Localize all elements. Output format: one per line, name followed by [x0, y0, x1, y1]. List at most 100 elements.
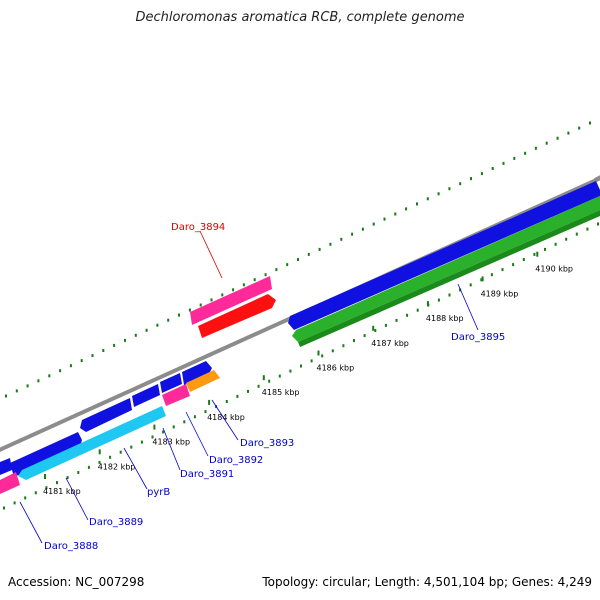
- inner-ring-dot: [45, 486, 48, 490]
- feature-pyrb[interactable]: [18, 406, 166, 480]
- inner-ring-dot: [66, 476, 69, 480]
- feature-forward-3[interactable]: [132, 384, 160, 407]
- feature-forward-1[interactable]: [10, 432, 82, 477]
- reverse-features: [0, 196, 600, 494]
- outer-ring-dot: [372, 222, 375, 226]
- feature-daro-3895-reverse[interactable]: [292, 196, 600, 342]
- kbp-tick: [372, 325, 375, 331]
- inner-ring-dot: [225, 400, 228, 403]
- outer-ring-dot: [361, 227, 364, 231]
- outer-ring-dot: [459, 182, 462, 186]
- inner-ring-dot: [544, 247, 546, 251]
- inner-ring-dot: [459, 288, 462, 292]
- kbp-ticks: [44, 251, 539, 479]
- inner-ring-dot: [597, 222, 599, 226]
- kbp-tick: [536, 251, 539, 257]
- gene-label-daro-3888[interactable]: Daro_3888: [44, 541, 98, 552]
- outer-ring-dot: [59, 369, 62, 373]
- gene-label-daro-3892[interactable]: Daro_3892: [209, 455, 263, 466]
- outer-ring-dot: [589, 121, 591, 125]
- kbp-tick: [208, 399, 211, 405]
- inner-ring-dot: [490, 273, 493, 277]
- gene-label-daro-3894[interactable]: Daro_3894: [171, 222, 225, 233]
- kbp-tick-label: 4184 kbp: [207, 413, 245, 422]
- feature-daro-3895-forward[interactable]: [288, 181, 600, 330]
- outer-ring-dot: [15, 389, 18, 393]
- outer-ring-dot: [502, 161, 505, 165]
- inner-ring-dot: [13, 501, 16, 505]
- inner-ring-dot: [565, 237, 568, 241]
- inner-ring-dot: [331, 349, 334, 353]
- outer-ring-dot: [199, 303, 202, 307]
- feature-daro-3894-highlight[interactable]: [198, 294, 276, 338]
- kbp-tick-label: 4181 kbp: [43, 487, 81, 496]
- inner-ring-dot: [395, 318, 398, 322]
- outer-ring-dot: [318, 247, 321, 251]
- inner-ring-dot: [512, 263, 515, 267]
- inner-ring-dot: [469, 283, 472, 287]
- inner-ring-dot: [586, 227, 589, 231]
- gene-label-daro-3889[interactable]: Daro_3889: [89, 517, 143, 528]
- genome-summary: Topology: circular; Length: 4,501,104 bp…: [262, 575, 592, 589]
- outer-ring-dot: [26, 384, 29, 388]
- outer-ring-dot: [124, 338, 126, 342]
- kbp-tick: [262, 375, 265, 381]
- inner-ring-dot: [236, 394, 239, 398]
- outer-ring-dot: [351, 232, 354, 236]
- kbp-tick-label: 4186 kbp: [317, 364, 355, 373]
- inner-ring-dot: [193, 415, 196, 419]
- outer-dotted-ring: [5, 121, 591, 398]
- kbp-tick-label: 4188 kbp: [426, 314, 464, 323]
- outer-ring-dot: [275, 268, 278, 272]
- feature-daro-3892[interactable]: [186, 370, 220, 392]
- outer-ring-dot: [470, 177, 472, 181]
- inner-ring-dot: [3, 506, 5, 510]
- inner-ring-dot: [56, 481, 58, 485]
- kbp-tick-label: 4182 kbp: [98, 462, 136, 471]
- inner-ring-dot: [34, 491, 37, 495]
- outer-ring-dot: [480, 172, 483, 176]
- feature-daro-3891[interactable]: [162, 384, 190, 406]
- inner-ring-dot: [87, 465, 90, 469]
- outer-ring-dot: [145, 328, 148, 332]
- gene-label-daro-3895[interactable]: Daro_3895: [451, 332, 505, 343]
- outer-ring-dot: [405, 207, 408, 211]
- genome-title: Dechloromonas aromatica RCB, complete ge…: [135, 10, 465, 25]
- outer-ring-dot: [578, 126, 581, 130]
- feature-forward-4[interactable]: [160, 373, 182, 393]
- inner-ring-dot: [310, 359, 313, 363]
- inner-ring-dot: [416, 308, 419, 312]
- feature-forward-edge[interactable]: [0, 458, 12, 475]
- inner-ring-dot: [289, 369, 292, 373]
- outer-ring-dot: [340, 237, 343, 241]
- outer-ring-dot: [188, 308, 191, 312]
- inner-ring-dot: [522, 258, 525, 261]
- outer-ring-dot: [5, 394, 7, 398]
- inner-ring-dot: [448, 293, 451, 297]
- feature-forward-2[interactable]: [80, 398, 132, 432]
- gene-label-daro-3893[interactable]: Daro_3893: [240, 438, 294, 449]
- outer-ring-dot: [426, 197, 429, 201]
- outer-ring-dot: [297, 258, 299, 261]
- feature-reverse-dark[interactable]: [298, 210, 600, 347]
- gene-label-leaders: [19, 230, 479, 544]
- gene-labels: Daro_3894 Daro_3895 Daro_3888 Daro_3889 …: [44, 222, 505, 552]
- kbp-tick-labels: 4181 kbp 4182 kbp 4183 kbp 4184 kbp 4185 kbp…: [43, 265, 573, 496]
- outer-ring-dot: [307, 252, 310, 256]
- outer-ring-dot: [156, 323, 159, 327]
- kbp-tick-label: 4189 kbp: [481, 289, 519, 298]
- inner-dotted-ring: [3, 222, 599, 510]
- gene-label-pyrb[interactable]: pyrB: [147, 487, 170, 498]
- inner-ring-dot: [575, 232, 578, 236]
- outer-ring-dot: [513, 156, 516, 160]
- gene-label-daro-3891[interactable]: Daro_3891: [180, 469, 234, 480]
- genome-backbone-right: [594, 175, 600, 182]
- outer-ring-dot: [69, 364, 72, 368]
- outer-ring-dot: [545, 141, 548, 145]
- feature-daro-3888[interactable]: [0, 472, 20, 494]
- outer-ring-dot: [48, 374, 51, 378]
- inner-ring-dot: [300, 364, 302, 368]
- feature-forward-5[interactable]: [182, 361, 212, 385]
- feature-daro-3894-rna[interactable]: [190, 276, 272, 325]
